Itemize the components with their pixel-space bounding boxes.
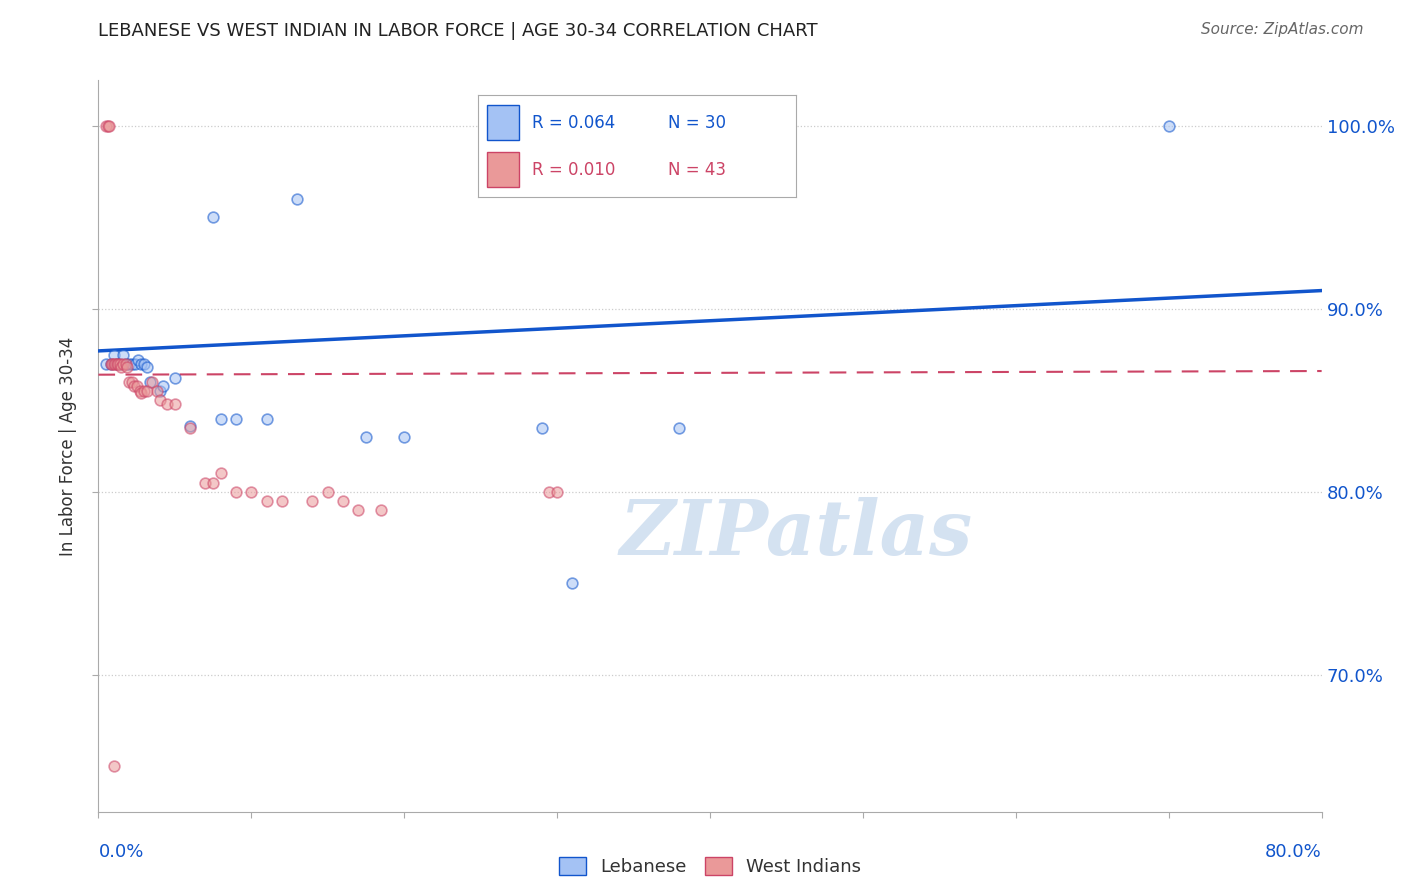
Point bbox=[129, 386, 152, 401]
Point bbox=[285, 192, 308, 206]
Point bbox=[127, 353, 149, 368]
Point bbox=[256, 411, 278, 425]
Point bbox=[125, 378, 148, 392]
Point bbox=[100, 357, 122, 371]
Point bbox=[111, 357, 134, 371]
Point bbox=[179, 418, 201, 433]
Point bbox=[163, 397, 186, 411]
Point bbox=[103, 347, 125, 362]
Point bbox=[118, 357, 141, 371]
Point bbox=[94, 357, 117, 371]
Point bbox=[202, 475, 225, 490]
Point bbox=[316, 484, 339, 499]
Point bbox=[105, 357, 128, 371]
Point bbox=[546, 484, 568, 499]
Point bbox=[256, 493, 278, 508]
Point bbox=[117, 360, 139, 375]
Point bbox=[149, 393, 172, 408]
Point bbox=[141, 375, 163, 389]
Point bbox=[121, 357, 143, 371]
Point bbox=[240, 484, 263, 499]
Point bbox=[134, 384, 156, 399]
Point bbox=[301, 493, 323, 508]
Point bbox=[1157, 119, 1180, 133]
Point bbox=[209, 467, 232, 481]
Point bbox=[538, 484, 561, 499]
Point bbox=[136, 360, 159, 375]
Point bbox=[98, 119, 121, 133]
Point bbox=[121, 375, 143, 389]
Point bbox=[97, 119, 120, 133]
Text: Source: ZipAtlas.com: Source: ZipAtlas.com bbox=[1201, 22, 1364, 37]
Point bbox=[354, 430, 377, 444]
Point bbox=[118, 375, 141, 389]
Point bbox=[370, 503, 392, 517]
Point bbox=[136, 384, 159, 399]
Point bbox=[332, 493, 354, 508]
Point bbox=[209, 411, 232, 425]
Point bbox=[107, 357, 129, 371]
Point bbox=[103, 357, 125, 371]
Point bbox=[103, 759, 125, 773]
Point bbox=[156, 397, 179, 411]
Point bbox=[134, 357, 156, 371]
Y-axis label: In Labor Force | Age 30-34: In Labor Force | Age 30-34 bbox=[59, 336, 77, 556]
Point bbox=[129, 357, 152, 371]
Point bbox=[202, 211, 225, 225]
Point bbox=[115, 357, 138, 371]
Point bbox=[108, 357, 131, 371]
Point bbox=[100, 357, 122, 371]
Point bbox=[225, 484, 247, 499]
Point bbox=[668, 420, 690, 434]
Point bbox=[110, 360, 132, 375]
Point bbox=[124, 357, 146, 371]
Text: 80.0%: 80.0% bbox=[1265, 843, 1322, 861]
Point bbox=[145, 384, 167, 399]
Point bbox=[94, 119, 117, 133]
Point bbox=[270, 493, 292, 508]
Point bbox=[101, 357, 124, 371]
Point bbox=[122, 378, 145, 392]
Point bbox=[347, 503, 370, 517]
Point bbox=[108, 357, 131, 371]
Point bbox=[111, 347, 134, 362]
Point bbox=[128, 384, 150, 399]
Legend: Lebanese, West Indians: Lebanese, West Indians bbox=[551, 849, 869, 883]
Text: 0.0%: 0.0% bbox=[98, 843, 143, 861]
Point bbox=[149, 384, 172, 399]
Text: ZIPatlas: ZIPatlas bbox=[619, 497, 972, 571]
Point bbox=[139, 375, 162, 389]
Point bbox=[104, 357, 127, 371]
Point bbox=[179, 420, 201, 434]
Point bbox=[225, 411, 247, 425]
Point bbox=[105, 357, 128, 371]
Text: LEBANESE VS WEST INDIAN IN LABOR FORCE | AGE 30-34 CORRELATION CHART: LEBANESE VS WEST INDIAN IN LABOR FORCE |… bbox=[98, 22, 818, 40]
Point bbox=[561, 576, 583, 591]
Point bbox=[163, 371, 186, 385]
Point bbox=[530, 420, 553, 434]
Point bbox=[152, 378, 174, 392]
Point bbox=[194, 475, 217, 490]
Point bbox=[392, 430, 416, 444]
Point bbox=[115, 357, 138, 371]
